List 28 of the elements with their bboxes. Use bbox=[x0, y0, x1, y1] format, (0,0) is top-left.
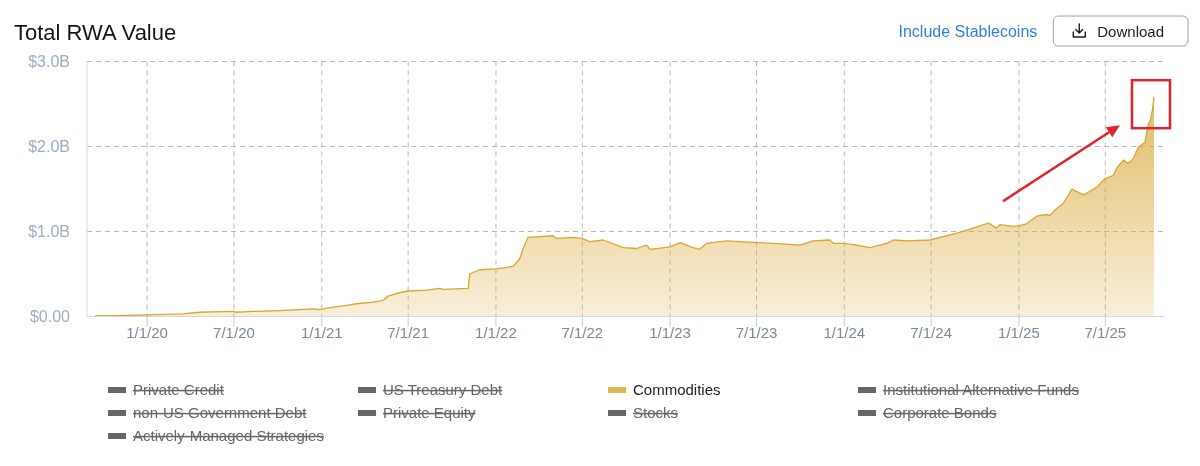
x-tick-label: 7/1/25 bbox=[1084, 323, 1127, 341]
legend-label: Private Credit bbox=[133, 381, 225, 399]
y-tick-label: $2.0B bbox=[28, 138, 70, 156]
x-tick-label: 1/1/21 bbox=[300, 323, 343, 341]
x-tick-label: 1/1/25 bbox=[998, 323, 1040, 341]
y-tick-label: $3.0B bbox=[28, 53, 70, 71]
x-tick-label: 7/1/21 bbox=[387, 323, 429, 341]
download-button: Download bbox=[1052, 15, 1189, 47]
x-tick-label: 7/1/22 bbox=[561, 323, 604, 341]
x-tick-label: 1/1/23 bbox=[649, 323, 691, 341]
x-tick-label: 7/1/23 bbox=[735, 323, 778, 341]
legend-label: Institutional Alternative Funds bbox=[883, 381, 1079, 399]
legend-label: Stocks bbox=[633, 404, 679, 422]
text: Include Stablecoins bbox=[898, 23, 1038, 40]
legend-label: Commodities bbox=[633, 381, 721, 399]
x-tick-label: 1/1/24 bbox=[823, 323, 866, 341]
legend-label: Actively-Managed Strategies bbox=[133, 427, 324, 445]
x-tick-label: 1/1/20 bbox=[126, 323, 168, 341]
x-tick-label: 7/1/20 bbox=[213, 323, 255, 341]
x-tick-label: 1/1/22 bbox=[475, 323, 517, 341]
legend-label: Private Equity bbox=[383, 404, 477, 422]
y-tick-label: $1.0B bbox=[28, 223, 70, 241]
legend-label: non-US Government Debt bbox=[133, 404, 308, 422]
chart-title: Total RWA Value bbox=[14, 20, 177, 45]
y-tick-label: $0.00 bbox=[29, 308, 71, 326]
legend-label: Corporate Bonds bbox=[883, 404, 997, 422]
x-tick-label: 7/1/24 bbox=[910, 323, 952, 341]
legend-label: US Treasury Debt bbox=[383, 381, 504, 399]
